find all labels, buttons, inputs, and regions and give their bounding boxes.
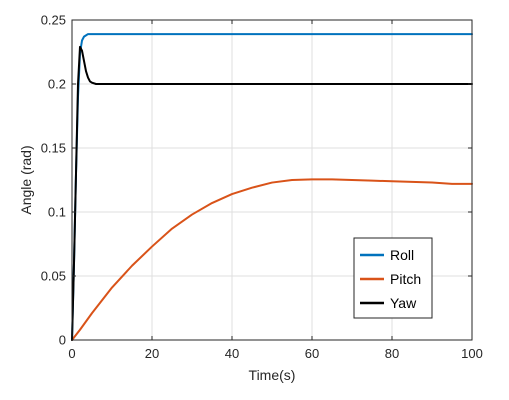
series-layer xyxy=(71,33,473,341)
legend-label-yaw: Yaw xyxy=(390,295,417,311)
x-tick-label: 40 xyxy=(225,346,239,361)
y-tick-label: 0 xyxy=(59,333,66,348)
legend-label-roll: Roll xyxy=(390,247,414,263)
x-axis-label: Time(s) xyxy=(249,367,296,383)
x-tick-label: 80 xyxy=(385,346,399,361)
tick-labels: 0 20 40 60 80 100 0 0.05 0.1 0.15 0.2 0.25 xyxy=(41,13,483,362)
series-line-yaw xyxy=(71,45,473,341)
y-tick-label: 0.2 xyxy=(48,77,66,92)
x-tick-label: 0 xyxy=(68,346,75,361)
y-tick-label: 0.25 xyxy=(41,13,66,28)
y-tick-label: 0.15 xyxy=(41,141,66,156)
series-line-pitch xyxy=(71,178,473,341)
y-tick-label: 0.05 xyxy=(41,269,66,284)
legend-items: Roll Pitch Yaw xyxy=(360,247,421,311)
tick-marks xyxy=(71,19,473,341)
x-tick-label: 100 xyxy=(461,346,483,361)
x-tick-label: 20 xyxy=(145,346,159,361)
y-tick-label: 0.1 xyxy=(48,205,66,220)
legend: Roll Pitch Yaw xyxy=(353,237,433,319)
x-tick-label: 60 xyxy=(305,346,319,361)
y-axis-label: Angle (rad) xyxy=(18,145,34,214)
legend-label-pitch: Pitch xyxy=(390,271,421,287)
plot-frame xyxy=(71,19,473,341)
